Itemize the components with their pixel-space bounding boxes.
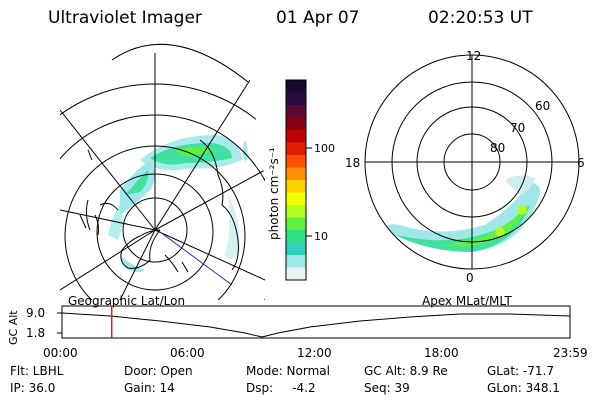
status-filter: Flt: LBHL <box>10 364 64 378</box>
colorbar-stripe <box>286 267 306 281</box>
geographic-map <box>60 40 265 300</box>
colorbar-stripe <box>286 242 306 256</box>
altitude-ytick-top: 9.0 <box>26 306 45 320</box>
colorbar-stripe <box>286 205 306 218</box>
colorbar-stripe <box>286 180 306 193</box>
mlt-label-18: 18 <box>345 156 360 170</box>
status-door: Door: Open <box>124 364 193 378</box>
mlt-label-6: 6 <box>577 156 585 170</box>
colorbar-stripe <box>286 167 306 181</box>
altitude-ytick-bottom: 1.8 <box>26 326 45 340</box>
status-glon: GLon: 348.1 <box>487 381 560 395</box>
polar-map-label: Apex MLat/MLT <box>422 294 512 308</box>
altitude-ylabel: GC Alt <box>7 310 20 345</box>
mlt-label-12: 12 <box>466 49 481 63</box>
colorbar-stripe <box>286 192 306 206</box>
observation-time: 02:20:53 UT <box>428 8 533 28</box>
polar-map <box>364 54 580 270</box>
altitude-xtick-0: 00:00 <box>43 346 78 360</box>
altitude-xtick-1: 06:00 <box>170 346 205 360</box>
polar-aurora <box>365 175 541 252</box>
colorbar-stripe <box>286 230 306 243</box>
colorbar-stripe <box>286 142 306 156</box>
colorbar-tick-10: 10 <box>314 230 328 243</box>
colorbar-stripe <box>286 92 306 106</box>
observation-date: 01 Apr 07 <box>276 8 360 28</box>
colorbar-stripe <box>286 130 306 143</box>
mlt-label-0: 0 <box>466 271 474 285</box>
status-glat: GLat: -71.7 <box>487 364 554 378</box>
status-gain: Gain: 14 <box>124 381 175 395</box>
altitude-xtick-2: 12:00 <box>297 346 332 360</box>
geo-map-label: Geographic Lat/Lon <box>68 294 185 308</box>
colorbar-stripe <box>286 217 306 231</box>
status-dsp: Dsp: -4.2 <box>246 381 316 395</box>
colorbar-stripe <box>286 80 306 93</box>
altitude-xtick-3: 18:00 <box>424 346 459 360</box>
status-seq: Seq: 39 <box>364 381 410 395</box>
status-gc-alt: GC Alt: 8.9 Re <box>364 364 448 378</box>
altitude-plot <box>57 305 571 339</box>
colorbar-stripe <box>286 155 306 168</box>
colorbar <box>285 79 312 281</box>
status-mode: Mode: Normal <box>246 364 330 378</box>
mlat-label-80: 80 <box>490 141 505 155</box>
colorbar-stripe <box>286 117 306 131</box>
mlat-label-60: 60 <box>535 99 550 113</box>
instrument-title: Ultraviolet Imager <box>48 8 202 28</box>
mlat-label-70: 70 <box>510 121 525 135</box>
colorbar-stripe <box>286 105 306 118</box>
colorbar-stripe <box>286 255 306 268</box>
status-ip: IP: 36.0 <box>10 381 56 395</box>
colorbar-unit-label: photon cm⁻²s⁻¹ <box>267 147 281 240</box>
geo-aurora <box>108 135 248 273</box>
colorbar-tick-100: 100 <box>314 142 335 155</box>
altitude-xtick-4: 23:59 <box>553 346 588 360</box>
